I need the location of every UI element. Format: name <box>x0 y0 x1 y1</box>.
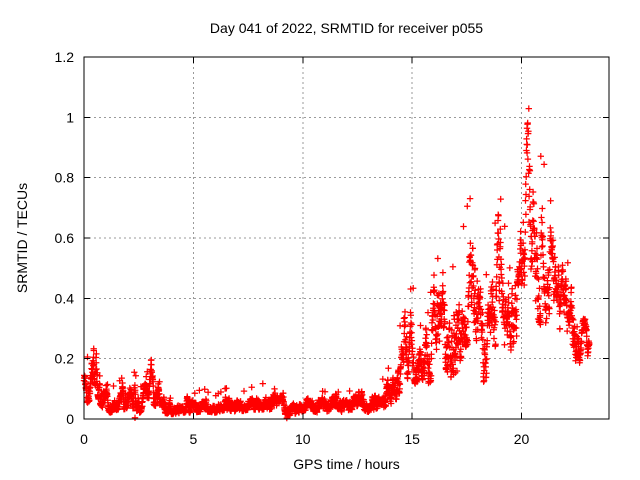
x-tick-label: 20 <box>514 431 530 447</box>
x-tick-label: 15 <box>404 431 420 447</box>
gridlines <box>84 57 609 419</box>
x-tick-label: 10 <box>295 431 311 447</box>
y-tick-label: 0 <box>66 411 74 427</box>
data-points <box>80 105 593 422</box>
y-tick-label: 0.4 <box>55 290 75 306</box>
y-tick-label: 0.6 <box>55 230 75 246</box>
y-tick-label: 1.2 <box>55 49 75 65</box>
y-tick-label: 0.2 <box>55 351 75 367</box>
x-tick-label: 0 <box>80 431 88 447</box>
y-tick-label: 1 <box>66 109 74 125</box>
axis-ticks <box>83 56 609 420</box>
chart-title: Day 041 of 2022, SRMTID for receiver p05… <box>209 20 484 36</box>
y-tick-label: 0.8 <box>55 170 75 186</box>
x-tick-label: 5 <box>189 431 197 447</box>
x-axis-label: GPS time / hours <box>293 456 400 472</box>
